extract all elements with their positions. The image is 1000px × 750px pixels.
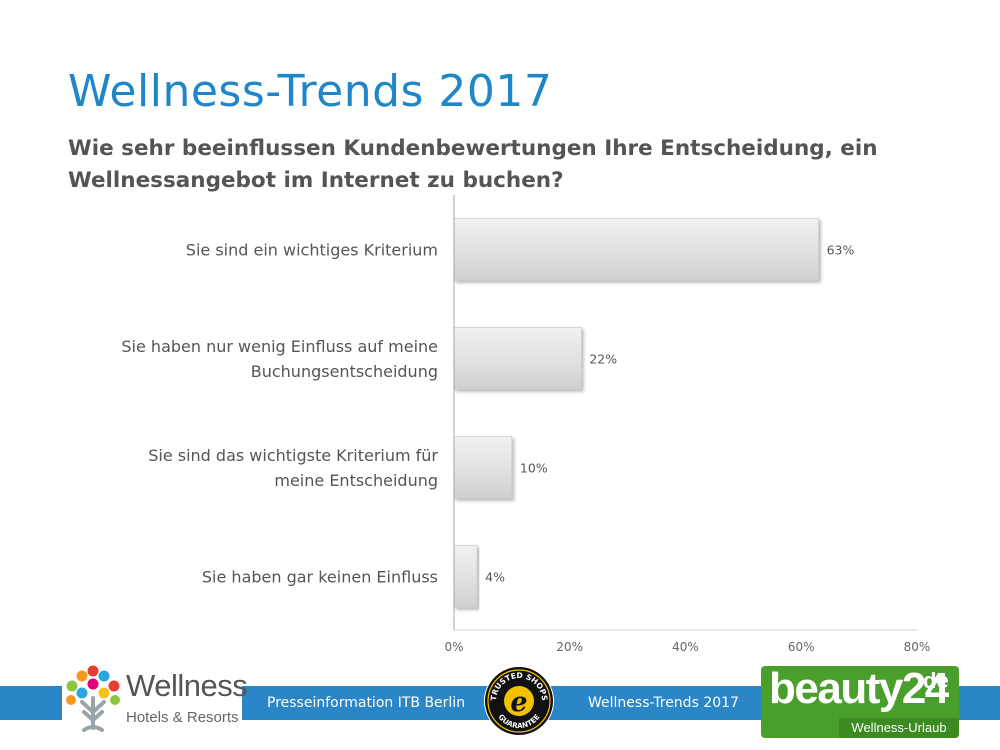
bar-1 [453,218,819,281]
category-label-3: Sie sind das wichtigste Kriterium für mei… [148,446,438,490]
bar-3 [453,436,513,499]
x-tick-label-60: 60% [788,640,815,654]
footer-press-info: Presseinformation ITB Berlin [267,695,466,711]
tree-dots-logo-icon [66,665,120,732]
bar-4 [453,545,478,608]
trusted-shops-badge: e TRUSTED SHOPS GUARANTEE [484,666,554,736]
wellness-logo-subtitle: Hotels & Resorts [126,709,239,726]
beauty24-logo-subtitle: Wellness-Urlaub [839,718,959,738]
footer-report-title: Wellness-Trends 2017 [588,695,739,711]
wellness-logo-name: Wellness [126,668,248,703]
bar-chart: Sie sind ein wichtiges Kriterium Sie habe… [121,195,931,654]
x-tick-label-20: 20% [556,640,583,654]
x-tick-label-40: 40% [672,640,699,654]
beauty24-logo: beauty24 de Wellness-Urlaub [761,666,959,738]
data-label-2: 22% [589,352,617,367]
category-label-1: Sie sind ein wichtiges Kriterium [186,241,438,260]
data-label-4: 4% [485,570,505,585]
wellness-hotels-logo: Wellness Hotels & Resorts [62,662,248,740]
bar-2 [453,327,582,390]
x-tick-label-80: 80% [904,640,931,654]
chart-question: Wie sehr beeinflussen Kundenbewertungen … [68,136,878,193]
category-label-2: Sie haben nur wenig Einfluss auf meine Bu… [121,337,438,381]
data-label-3: 10% [520,461,548,476]
beauty24-logo-suffix: de [923,668,949,693]
x-tick-label-0: 0% [444,640,463,654]
page-title: Wellness-Trends 2017 [68,66,553,117]
data-label-1: 63% [827,243,855,258]
trusted-shops-e-icon: e [510,687,527,718]
beauty24-logo-name: beauty24 [769,666,949,713]
category-label-4: Sie haben gar keinen Einfluss [202,568,438,587]
